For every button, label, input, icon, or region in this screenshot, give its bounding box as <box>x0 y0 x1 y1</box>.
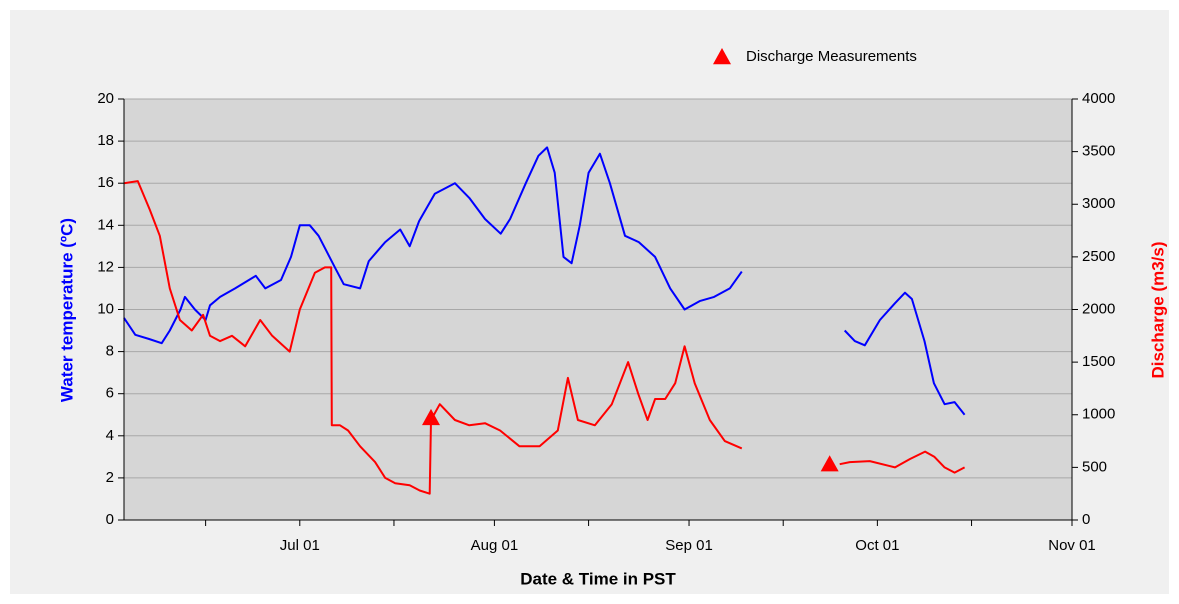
y-axis-title: Water temperature (ºC) <box>57 218 76 402</box>
y-tick-label: 8 <box>106 343 114 360</box>
discharge-measurement <box>422 408 441 426</box>
y2-tick-label: 3000 <box>1082 195 1115 212</box>
y-tick-label: 14 <box>97 216 114 233</box>
y-tick-label: 10 <box>97 300 114 317</box>
y2-tick-label: 1500 <box>1082 353 1115 370</box>
discharge-measurement <box>820 455 839 472</box>
y-tick-label: 0 <box>106 511 114 528</box>
y-tick-label: 12 <box>97 258 114 275</box>
y-tick-label: 6 <box>106 385 114 402</box>
legend-marker <box>713 48 731 65</box>
y2-tick-label: 2500 <box>1082 248 1115 265</box>
y-tick-label: 16 <box>97 174 114 191</box>
y2-tick-label: 4000 <box>1082 90 1115 107</box>
y2-axis-title: Discharge (m3/s) <box>1148 242 1167 379</box>
y2-tick-label: 3500 <box>1082 143 1115 160</box>
marks <box>123 146 966 495</box>
y-tick-label: 20 <box>97 90 114 107</box>
x-axis-title: Date & Time in PST <box>520 569 676 588</box>
x-tick-label: Nov 01 <box>1048 537 1096 554</box>
y2-tick-label: 1000 <box>1082 406 1115 423</box>
series-line <box>123 146 966 416</box>
legend-label: Discharge Measurements <box>746 48 917 65</box>
y-tick-label: 18 <box>97 132 114 149</box>
series-line <box>123 180 966 495</box>
y-tick-label: 2 <box>106 469 114 486</box>
y-tick-label: 4 <box>106 427 114 444</box>
x-tick-label: Jul 01 <box>280 537 320 554</box>
x-tick-label: Oct 01 <box>855 537 899 554</box>
x-tick-label: Aug 01 <box>471 537 519 554</box>
y2-tick-label: 0 <box>1082 511 1090 528</box>
y2-tick-label: 500 <box>1082 458 1107 475</box>
x-tick-label: Sep 01 <box>665 537 713 554</box>
grid <box>124 98 1072 521</box>
y2-tick-label: 2000 <box>1082 300 1115 317</box>
